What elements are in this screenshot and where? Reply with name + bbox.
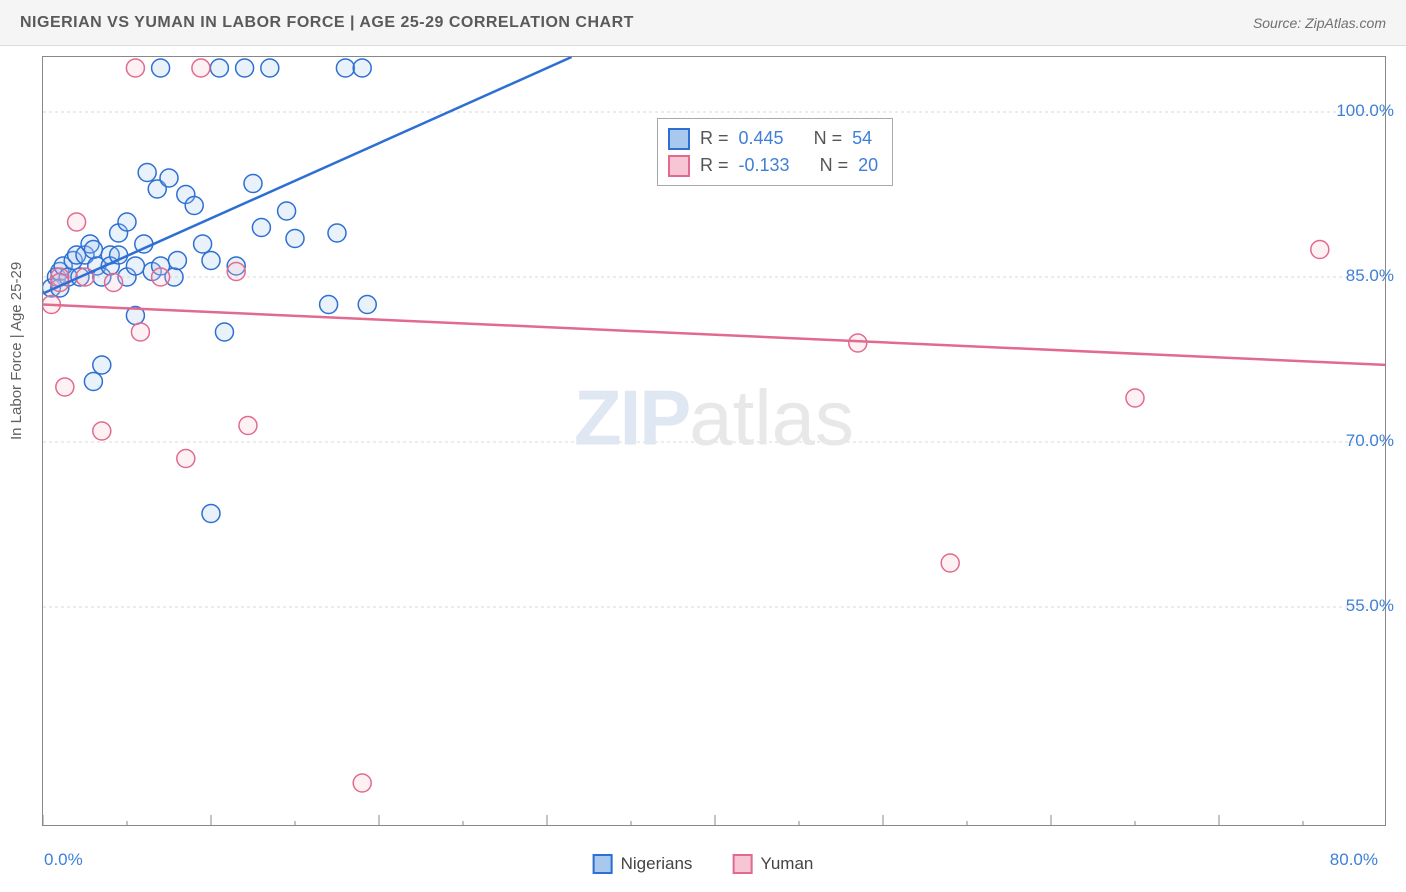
stats-row-yuman: R = -0.133 N = 20 [668,152,878,179]
y-axis-label: In Labor Force | Age 25-29 [8,262,25,440]
chart-source: Source: ZipAtlas.com [1253,15,1386,31]
n-label-yuman: N = [820,152,849,179]
legend-label-nigerians: Nigerians [621,854,693,874]
n-value-nigerians: 54 [852,125,872,152]
legend-swatch-yuman-icon [732,854,752,874]
r-label-nigerians: R = [700,125,729,152]
legend-item-yuman: Yuman [732,854,813,874]
legend-item-nigerians: Nigerians [593,854,693,874]
header-bar: NIGERIAN VS YUMAN IN LABOR FORCE | AGE 2… [0,0,1406,46]
y-tick-label: 55.0% [1346,596,1394,616]
chart-plot-area: ZIPatlas R = 0.445 N = 54 R = -0.133 N =… [42,56,1386,826]
r-value-yuman: -0.133 [739,152,790,179]
r-value-nigerians: 0.445 [739,125,784,152]
series-legend: Nigerians Yuman [593,854,814,874]
y-tick-label: 70.0% [1346,431,1394,451]
chart-title: NIGERIAN VS YUMAN IN LABOR FORCE | AGE 2… [20,14,634,32]
y-tick-label: 85.0% [1346,266,1394,286]
stats-row-nigerians: R = 0.445 N = 54 [668,125,878,152]
y-tick-label: 100.0% [1336,101,1394,121]
swatch-yuman-icon [668,155,690,177]
correlation-stats-box: R = 0.445 N = 54 R = -0.133 N = 20 [657,118,893,186]
x-tick-label-max: 80.0% [1330,850,1378,870]
r-label-yuman: R = [700,152,729,179]
legend-label-yuman: Yuman [760,854,813,874]
x-tick-label-min: 0.0% [44,850,83,870]
n-value-yuman: 20 [858,152,878,179]
n-label-nigerians: N = [814,125,843,152]
legend-swatch-nigerians-icon [593,854,613,874]
swatch-nigerians-icon [668,128,690,150]
